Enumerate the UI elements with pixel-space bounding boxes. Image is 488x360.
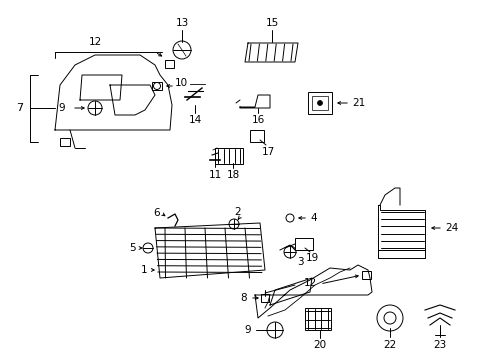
Text: 24: 24 bbox=[444, 223, 457, 233]
Text: 12: 12 bbox=[303, 278, 316, 288]
Text: 5: 5 bbox=[129, 243, 136, 253]
Circle shape bbox=[383, 312, 395, 324]
Text: 9: 9 bbox=[59, 103, 65, 113]
Text: 2: 2 bbox=[234, 207, 241, 217]
Text: 22: 22 bbox=[383, 340, 396, 350]
Text: 15: 15 bbox=[265, 18, 278, 28]
Text: 23: 23 bbox=[432, 340, 446, 350]
Bar bbox=[307, 92, 331, 114]
Circle shape bbox=[266, 322, 283, 338]
Text: 7: 7 bbox=[17, 103, 23, 113]
Text: 11: 11 bbox=[208, 170, 221, 180]
Text: 3: 3 bbox=[296, 257, 303, 267]
Bar bbox=[305, 308, 330, 330]
Bar bbox=[294, 238, 312, 250]
Bar bbox=[311, 96, 327, 110]
Bar bbox=[249, 130, 264, 142]
Text: 19: 19 bbox=[305, 253, 318, 263]
Text: 18: 18 bbox=[226, 170, 239, 180]
Circle shape bbox=[173, 41, 191, 59]
Text: 20: 20 bbox=[313, 340, 326, 350]
Text: 12: 12 bbox=[88, 37, 102, 47]
Text: 8: 8 bbox=[240, 293, 247, 303]
Text: 6: 6 bbox=[153, 208, 160, 218]
Text: 13: 13 bbox=[175, 18, 188, 28]
Bar bbox=[60, 138, 70, 146]
Bar bbox=[152, 82, 162, 90]
Circle shape bbox=[284, 246, 295, 258]
Circle shape bbox=[153, 82, 160, 90]
Bar bbox=[164, 60, 174, 68]
Circle shape bbox=[228, 219, 239, 229]
Bar bbox=[361, 271, 370, 279]
Circle shape bbox=[285, 214, 293, 222]
Text: 16: 16 bbox=[251, 115, 264, 125]
Circle shape bbox=[142, 243, 153, 253]
Text: 17: 17 bbox=[261, 147, 274, 157]
Text: 9: 9 bbox=[244, 325, 251, 335]
Text: 4: 4 bbox=[309, 213, 316, 223]
Text: 10: 10 bbox=[175, 78, 188, 88]
Bar bbox=[215, 148, 243, 164]
Circle shape bbox=[317, 100, 322, 105]
Circle shape bbox=[88, 101, 102, 115]
Text: 21: 21 bbox=[351, 98, 365, 108]
Text: 14: 14 bbox=[188, 115, 201, 125]
Bar bbox=[261, 294, 268, 302]
Text: 1: 1 bbox=[141, 265, 147, 275]
Circle shape bbox=[376, 305, 402, 331]
